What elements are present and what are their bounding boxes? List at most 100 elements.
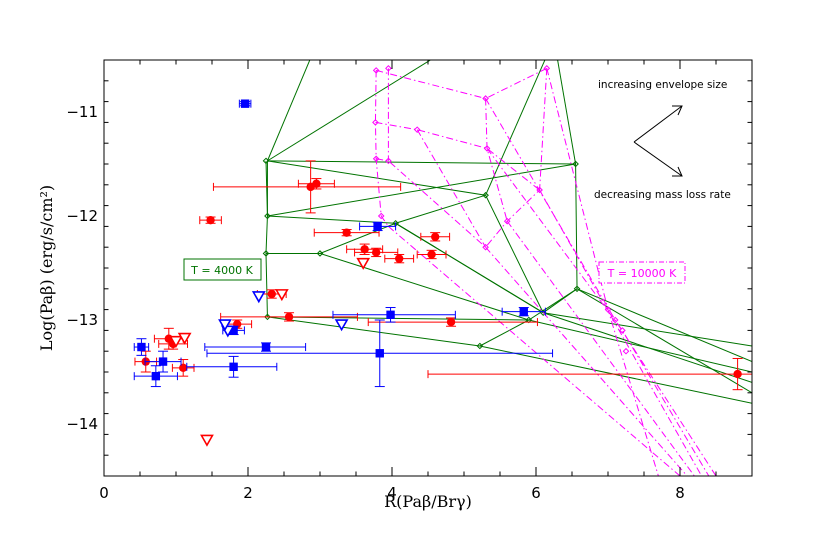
model-line [376, 67, 548, 100]
data-point-circle [371, 248, 381, 257]
model-line [539, 68, 548, 191]
data-point-triangle [218, 319, 232, 332]
annotation-envelope-size: increasing envelope size [598, 79, 727, 91]
model-line [546, 68, 659, 476]
model-line [375, 121, 540, 191]
model-marker [372, 155, 380, 163]
model-marker [483, 145, 491, 152]
y-tick-label: −11 [66, 103, 98, 121]
model-line [557, 60, 577, 165]
model-marker [573, 285, 581, 293]
x-tick-label: 4 [387, 484, 397, 502]
model-marker [604, 306, 612, 313]
model-marker [316, 250, 324, 257]
model-marker [476, 342, 484, 350]
data-point-circle [431, 232, 440, 241]
y-axis-label: Log(Paβ) (erg/s/cm²) [37, 185, 56, 351]
model-marker [619, 327, 626, 334]
model-line [267, 60, 432, 162]
model-line [267, 160, 578, 314]
model-marker [482, 243, 489, 251]
data-point-triangle [200, 434, 214, 447]
data-point-circle [342, 228, 351, 237]
x-axis-label: R(Paβ/Brγ) [384, 492, 472, 511]
model-marker [572, 160, 579, 168]
model-line [266, 60, 311, 162]
data-point-square [240, 99, 250, 108]
data-point-triangle [356, 257, 371, 270]
data-point-circle [446, 317, 456, 327]
model-marker [622, 347, 630, 355]
model-line [485, 98, 717, 476]
model-marker [385, 157, 392, 165]
direction-arrows-icon [633, 105, 683, 177]
model-marker [543, 65, 551, 72]
data-point-circle [427, 250, 436, 259]
model-marker [482, 191, 489, 199]
data-point-square [386, 310, 395, 319]
model-marker [262, 157, 270, 165]
y-tick-labels: −11 −12 −13 −14 [66, 103, 98, 433]
data-point-circle [267, 289, 276, 299]
model-line [486, 148, 710, 476]
model-marker [413, 126, 421, 133]
label-t10000-text: T = 10000 K [607, 267, 677, 280]
model-line [485, 60, 546, 196]
data-point-square [151, 371, 161, 381]
model-marker [372, 67, 380, 74]
label-t10000: T = 10000 K [598, 261, 686, 284]
model-line [388, 226, 681, 476]
model-line [267, 288, 578, 321]
data-point-square [519, 307, 528, 316]
model-marker [611, 316, 619, 324]
model-marker [536, 186, 543, 194]
data-point-circle [312, 179, 321, 188]
y-tick-label: −13 [66, 311, 98, 329]
data-point-circle [733, 369, 742, 379]
data-point-circle [395, 254, 404, 263]
x-tick-label: 0 [99, 484, 109, 502]
model-line [395, 222, 436, 248]
model-line [267, 160, 578, 289]
label-t4000: T = 4000 K [183, 258, 262, 281]
label-t4000-text: T = 4000 K [190, 264, 253, 277]
data-point-triangle [251, 291, 266, 304]
data-point-square [229, 362, 238, 371]
y-tick-label: −14 [66, 415, 98, 433]
data-point-square [137, 342, 146, 352]
data-point-triangle [177, 332, 192, 345]
model-line [528, 319, 752, 373]
model-line [416, 129, 487, 248]
model-line [267, 163, 576, 217]
data-point-circle [179, 363, 188, 373]
data-point-circle [206, 215, 215, 225]
model-line [576, 288, 752, 363]
model-marker [372, 119, 379, 126]
data-point-circle [360, 245, 369, 254]
x-tick-label: 6 [531, 484, 541, 502]
data-point-square [373, 222, 382, 231]
model-marker [385, 65, 392, 72]
model-line [374, 70, 389, 227]
model-marker [525, 316, 533, 324]
model-marker [377, 212, 385, 220]
model-line [479, 319, 530, 347]
y-tick-label: −12 [66, 207, 98, 225]
model-marker [482, 95, 489, 102]
data-point-square [158, 357, 168, 366]
data-point-triangle [334, 319, 349, 332]
axis-ticks [103, 59, 753, 477]
x-tick-labels: 0 2 4 6 8 [99, 484, 685, 502]
data-point-square [261, 342, 271, 352]
data-point-square [375, 349, 384, 358]
data-points [133, 99, 752, 447]
data-point-square [229, 326, 238, 335]
model-line [506, 220, 695, 476]
model-line [576, 288, 752, 394]
model-marker [264, 212, 271, 220]
model-marker [262, 250, 270, 257]
model-grids [262, 60, 752, 476]
data-point-triangle [274, 289, 289, 302]
x-tick-label: 2 [243, 484, 253, 502]
